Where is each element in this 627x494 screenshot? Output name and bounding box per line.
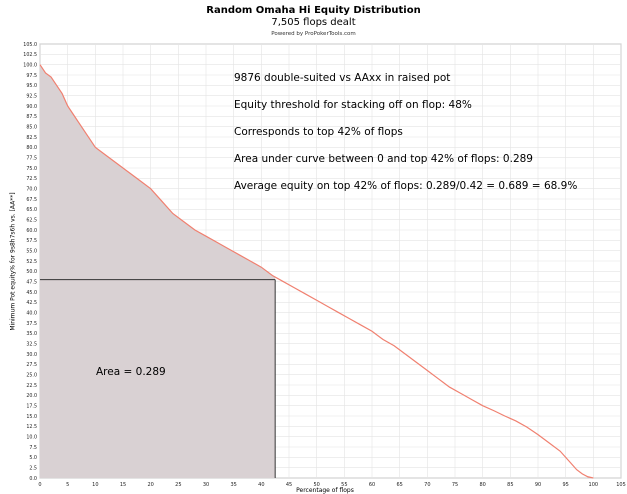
y-tick-label: 25.0 [26, 372, 37, 378]
y-tick-label: 105.0 [23, 42, 37, 48]
x-tick-label: 45 [286, 482, 292, 488]
x-tick-label: 85 [507, 482, 513, 488]
y-tick-label: 62.5 [26, 217, 37, 223]
y-tick-label: 80.0 [26, 145, 37, 151]
series-line [39, 64, 594, 479]
y-tick-label: 70.0 [26, 186, 37, 192]
annotation-text: Area under curve between 0 and top 42% o… [234, 153, 533, 165]
x-tick-label: 70 [424, 482, 430, 488]
y-tick-label: 20.0 [26, 393, 37, 399]
chart-title: Random Omaha Hi Equity Distribution [206, 5, 421, 16]
x-tick-label: 50 [313, 482, 319, 488]
y-tick-label: 90.0 [26, 104, 37, 110]
y-tick-label: 12.5 [26, 424, 37, 430]
x-tick-label: 10 [92, 482, 98, 488]
x-tick-label: 90 [535, 482, 541, 488]
x-tick-label: 25 [175, 482, 181, 488]
x-tick-label: 100 [589, 482, 599, 488]
annotation-text: Average equity on top 42% of flops: 0.28… [234, 180, 577, 192]
chart-credit: Powered by ProPokerTools.com [271, 31, 356, 37]
y-tick-label: 52.5 [26, 259, 37, 265]
shaded-area [40, 64, 276, 479]
x-tick-label: 40 [258, 482, 264, 488]
y-tick-label: 45.0 [26, 290, 37, 296]
y-tick-label: 100.0 [23, 62, 37, 68]
y-tick-label: 42.5 [26, 300, 37, 306]
y-tick-label: 27.5 [26, 362, 37, 368]
y-tick-label: 0.0 [29, 476, 37, 482]
y-tick-label: 87.5 [26, 114, 37, 120]
y-tick-label: 10.0 [26, 434, 37, 440]
x-tick-label: 80 [479, 482, 485, 488]
y-tick-label: 95.0 [26, 83, 37, 89]
y-tick-label: 40.0 [26, 310, 37, 316]
y-tick-label: 60.0 [26, 228, 37, 234]
x-tick-label: 15 [120, 482, 126, 488]
x-tick-label: 5 [66, 482, 69, 488]
y-tick-label: 92.5 [26, 93, 37, 99]
y-tick-label: 15.0 [26, 414, 37, 420]
y-tick-label: 82.5 [26, 135, 37, 141]
y-tick-label: 30.0 [26, 352, 37, 358]
x-tick-label: 30 [203, 482, 209, 488]
y-tick-label: 97.5 [26, 73, 37, 79]
y-tick-label: 17.5 [26, 403, 37, 409]
y-tick-label: 32.5 [26, 341, 37, 347]
x-axis-title: Percentage of flops [296, 487, 354, 494]
y-axis-title: Minimum Pot equity% for 9s8h7s6h vs. [AA… [9, 192, 17, 331]
x-tick-label: 95 [562, 482, 568, 488]
y-tick-label: 67.5 [26, 197, 37, 203]
y-tick-label: 37.5 [26, 321, 37, 327]
annotation-text: Equity threshold for stacking off on flo… [234, 99, 472, 111]
y-tick-label: 77.5 [26, 155, 37, 161]
y-tick-label: 50.0 [26, 269, 37, 275]
chart-subtitle: 7,505 flops dealt [271, 17, 356, 28]
y-tick-label: 2.5 [29, 465, 37, 471]
y-tick-label: 65.0 [26, 207, 37, 213]
x-tick-label: 65 [396, 482, 402, 488]
y-tick-label: 35.0 [26, 331, 37, 337]
annotation-text: 9876 double-suited vs AAxx in raised pot [234, 72, 450, 84]
x-tick-label: 35 [230, 482, 236, 488]
area-label: Area = 0.289 [96, 366, 166, 378]
annotation-text: Corresponds to top 42% of flops [234, 126, 403, 138]
y-tick-label: 57.5 [26, 238, 37, 244]
x-tick-label: 75 [452, 482, 458, 488]
x-tick-label: 0 [38, 482, 41, 488]
y-tick-label: 47.5 [26, 279, 37, 285]
y-tick-label: 5.0 [29, 455, 37, 461]
y-tick-label: 22.5 [26, 383, 37, 389]
y-tick-label: 85.0 [26, 124, 37, 130]
x-tick-label: 55 [341, 482, 347, 488]
x-tick-label: 20 [147, 482, 153, 488]
y-tick-label: 102.5 [23, 52, 37, 58]
y-tick-label: 7.5 [29, 445, 37, 451]
x-tick-label: 105 [616, 482, 626, 488]
y-tick-label: 72.5 [26, 176, 37, 182]
y-tick-label: 75.0 [26, 166, 37, 172]
y-tick-label: 55.0 [26, 248, 37, 254]
x-tick-label: 60 [369, 482, 375, 488]
